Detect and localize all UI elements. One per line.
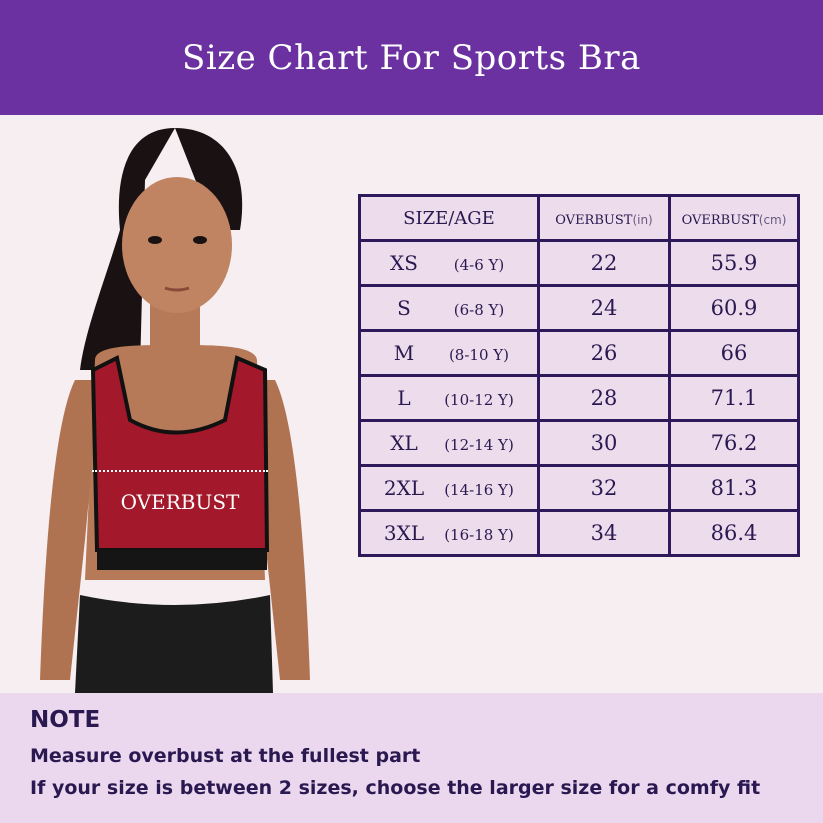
header-unit: (cm): [758, 212, 787, 227]
note-section: NOTE Measure overbust at the fullest par…: [0, 693, 823, 823]
table-row: XL (12-14 Y) 30 76.2: [358, 419, 800, 467]
size-age-cell: M (8-10 Y): [358, 329, 540, 377]
age-value: (4-6 Y): [453, 256, 505, 274]
table-row: XS (4-6 Y) 22 55.9: [358, 239, 800, 287]
overbust-cm-cell: 76.2: [668, 419, 800, 467]
size-value: L: [397, 386, 411, 410]
overbust-in-cell: 34: [537, 509, 671, 557]
overbust-in-cell: 28: [537, 374, 671, 422]
header-overbust-in: OVERBUST(in): [537, 194, 671, 242]
overbust-cm-cell: 60.9: [668, 284, 800, 332]
size-value: 2XL: [383, 476, 425, 500]
table-header-row: SIZE/AGE OVERBUST(in) OVERBUST(cm): [358, 194, 800, 242]
size-value: XL: [390, 431, 418, 455]
size-value: S: [397, 296, 411, 320]
header-size-age: SIZE/AGE: [358, 194, 540, 242]
model-illustration: [40, 128, 310, 693]
measure-line: [92, 470, 268, 472]
overbust-cm-cell: 81.3: [668, 464, 800, 512]
note-title: NOTE: [30, 707, 101, 733]
size-age-cell: 2XL (14-16 Y): [358, 464, 540, 512]
overbust-in-cell: 22: [537, 239, 671, 287]
size-age-cell: 3XL (16-18 Y): [358, 509, 540, 557]
note-line: Measure overbust at the fullest part: [30, 745, 421, 767]
overbust-label: OVERBUST: [120, 490, 240, 514]
size-age-cell: XL (12-14 Y): [358, 419, 540, 467]
overbust-cm-cell: 66: [668, 329, 800, 377]
size-value: 3XL: [383, 521, 425, 545]
model-photo: OVERBUST: [25, 120, 325, 693]
age-value: (14-16 Y): [444, 481, 514, 499]
overbust-in-cell: 32: [537, 464, 671, 512]
header-unit: (in): [632, 212, 653, 227]
age-value: (10-12 Y): [444, 391, 514, 409]
header-banner: Size Chart For Sports Bra: [0, 0, 823, 115]
age-value: (16-18 Y): [444, 526, 514, 544]
size-table: SIZE/AGE OVERBUST(in) OVERBUST(cm) XS (4-…: [358, 194, 800, 557]
overbust-in-cell: 24: [537, 284, 671, 332]
size-age-cell: XS (4-6 Y): [358, 239, 540, 287]
size-value: XS: [390, 251, 418, 275]
overbust-cm-cell: 86.4: [668, 509, 800, 557]
table-row: L (10-12 Y) 28 71.1: [358, 374, 800, 422]
note-line: If your size is between 2 sizes, choose …: [30, 777, 761, 799]
age-value: (8-10 Y): [448, 346, 510, 364]
age-value: (6-8 Y): [453, 301, 505, 319]
table-row: 3XL (16-18 Y) 34 86.4: [358, 509, 800, 557]
table-row: M (8-10 Y) 26 66: [358, 329, 800, 377]
header-label: OVERBUST: [555, 212, 633, 228]
overbust-cm-cell: 71.1: [668, 374, 800, 422]
overbust-in-cell: 30: [537, 419, 671, 467]
page-title: Size Chart For Sports Bra: [182, 37, 641, 78]
size-age-cell: S (6-8 Y): [358, 284, 540, 332]
table-row: S (6-8 Y) 24 60.9: [358, 284, 800, 332]
header-overbust-cm: OVERBUST(cm): [668, 194, 800, 242]
size-age-cell: L (10-12 Y): [358, 374, 540, 422]
overbust-cm-cell: 55.9: [668, 239, 800, 287]
size-value: M: [393, 341, 415, 365]
table-row: 2XL (14-16 Y) 32 81.3: [358, 464, 800, 512]
header-label: OVERBUST: [681, 212, 759, 228]
overbust-in-cell: 26: [537, 329, 671, 377]
age-value: (12-14 Y): [444, 436, 514, 454]
